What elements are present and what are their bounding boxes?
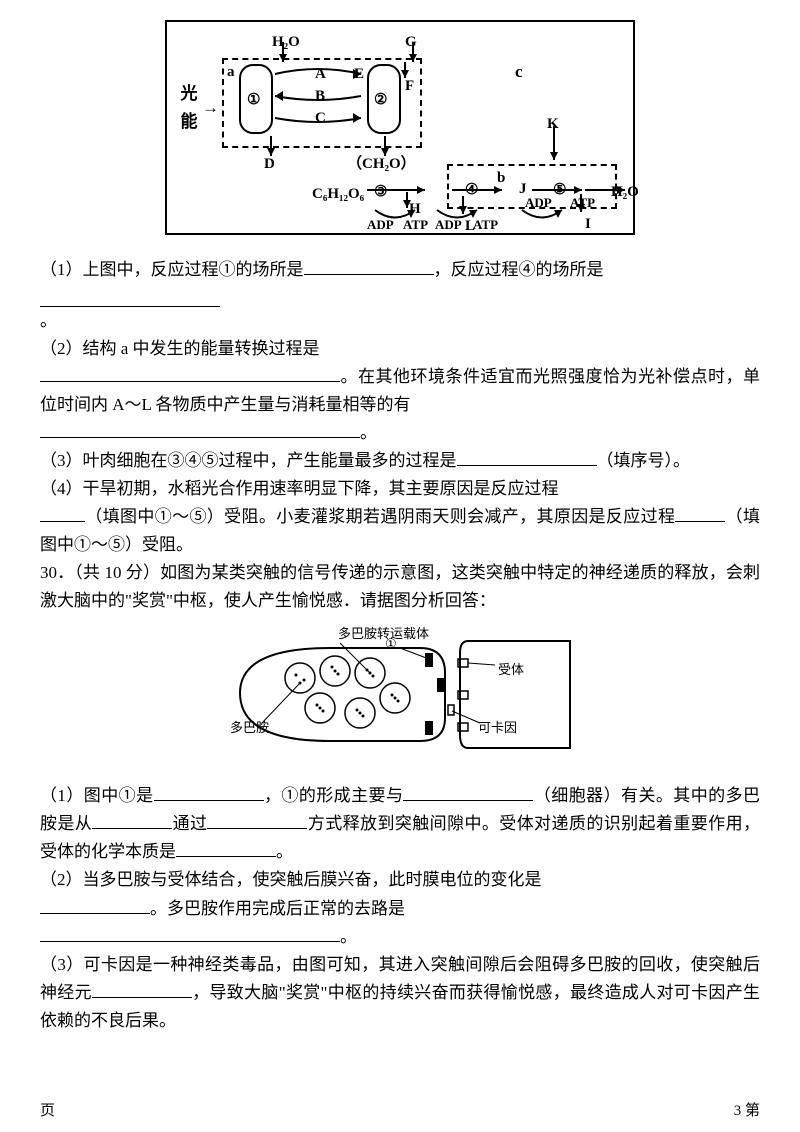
d1-k-arrow bbox=[544, 126, 564, 164]
blank bbox=[675, 503, 725, 522]
q1-3b: （填序号）。 bbox=[597, 451, 691, 470]
blank bbox=[457, 447, 597, 466]
q30-1f: 。 bbox=[276, 842, 293, 861]
q1-1: （1）上图中，反应过程①的场所是 ，反应过程④的场所是 。 bbox=[40, 256, 760, 335]
q30-2a: （2）当多巴胺与受体结合，使突触后膜兴奋，此时膜电位的变化是 bbox=[40, 870, 542, 889]
d1-circ4: ④ bbox=[465, 178, 478, 203]
d1-ch2o: （CH₂O） bbox=[347, 152, 416, 177]
q30-2b: 。多巴胺作用完成后正常的去路是 bbox=[150, 899, 405, 918]
blank bbox=[40, 363, 340, 382]
q1-4a: （4）干旱初期，水稻光合作用速率明显下降，其主要原因是反应过程 bbox=[40, 479, 559, 498]
d1-atp2: ATP bbox=[473, 214, 498, 235]
blank bbox=[40, 923, 340, 942]
q1-3a: （3）叶肉细胞在③④⑤过程中，产生能量最多的过程是 bbox=[40, 451, 457, 470]
blank bbox=[40, 895, 150, 914]
d1-adp3: ADP bbox=[525, 192, 552, 213]
d1-h2o-r: H₂O bbox=[611, 180, 639, 205]
d1-I: I bbox=[585, 212, 591, 237]
q1-2a: （2）结构 a 中发生的能量转换过程是 bbox=[40, 339, 320, 358]
d1-c-label: c bbox=[515, 58, 523, 86]
diagram-2: 多巴胺转运载体 受体 多巴胺 ① 可卡因 bbox=[220, 623, 580, 763]
blank bbox=[403, 783, 533, 802]
q1-1c: 。 bbox=[40, 311, 57, 330]
d2-receptor: 受体 bbox=[498, 659, 524, 680]
blank bbox=[154, 783, 264, 802]
d1-a-label: a bbox=[227, 60, 235, 85]
d2-cocaine: 可卡因 bbox=[478, 717, 517, 738]
q30-1b: ，①的形成主要与 bbox=[264, 786, 404, 805]
blank bbox=[176, 839, 276, 858]
q30-1a: （1）图中①是 bbox=[40, 786, 154, 805]
q30-2c: 。 bbox=[340, 927, 357, 946]
blank bbox=[40, 419, 360, 438]
q30-2: （2）当多巴胺与受体结合，使突触后膜兴奋，此时膜电位的变化是 。多巴胺作用完成后… bbox=[40, 866, 760, 950]
d1-D: D bbox=[264, 152, 275, 177]
d1-circ1: ① bbox=[247, 88, 260, 113]
diagram-1-container: H₂O G a c 光能 → ① A B C ② E F bbox=[40, 20, 760, 244]
d1-c6: C₆H₁₂O₆ bbox=[312, 182, 364, 207]
d1-circ5: ⑤ bbox=[553, 178, 566, 203]
blank bbox=[304, 256, 434, 275]
q1-2: （2）结构 a 中发生的能量转换过程是 。在其他环境条件适宜而光照强度恰为光补偿… bbox=[40, 335, 760, 447]
blank bbox=[40, 503, 85, 522]
q30-3: （3）可卡因是一种神经类毒品，由图可知，其进入突触间隙后会阻碍多巴胺的回收，使突… bbox=[40, 951, 760, 1035]
footer-right: 3 第 bbox=[734, 1099, 760, 1124]
d1-adp1: ADP bbox=[367, 214, 394, 235]
diagram-2-container: 多巴胺转运载体 受体 多巴胺 ① 可卡因 bbox=[40, 623, 760, 772]
q30-1: （1）图中①是，①的形成主要与（细胞器）有关。其中的多巴胺是从通过方式释放到突触… bbox=[40, 782, 760, 866]
d1-atp3: ATP bbox=[570, 192, 595, 213]
d1-adp2: ADP bbox=[435, 214, 462, 235]
q1-2c: 。 bbox=[360, 423, 377, 442]
q1-4: （4）干旱初期，水稻光合作用速率明显下降，其主要原因是反应过程 （填图中①～⑤）… bbox=[40, 475, 760, 559]
d1-light-arrow: → bbox=[202, 94, 219, 122]
d2-circ1: ① bbox=[385, 633, 397, 654]
d2-transporter: 多巴胺转运载体 bbox=[338, 623, 429, 644]
diagram-1: H₂O G a c 光能 → ① A B C ② E F bbox=[165, 20, 635, 235]
page-footer: 页 3 第 bbox=[40, 1099, 760, 1124]
q1-3: （3）叶肉细胞在③④⑤过程中，产生能量最多的过程是 （填序号）。 bbox=[40, 447, 760, 475]
q1-1b: ，反应过程④的场所是 bbox=[434, 260, 604, 279]
footer-left: 页 bbox=[40, 1099, 55, 1124]
q30-intro: 30．（共 10 分）如图为某类突触的信号传递的示意图，这类突触中特定的神经递质… bbox=[40, 559, 760, 615]
d2-dopamine: 多巴胺 bbox=[230, 717, 269, 738]
blank bbox=[92, 979, 192, 998]
d1-atp1: ATP bbox=[403, 214, 428, 235]
blank bbox=[40, 288, 220, 307]
blank bbox=[207, 811, 307, 830]
d1-light: 光能 bbox=[179, 80, 199, 136]
q30-1d: 通过 bbox=[172, 814, 207, 833]
blank bbox=[92, 811, 172, 830]
d1-vert-arrows bbox=[265, 34, 425, 164]
q1-4b: （填图中①～⑤）受阻。小麦灌浆期若遇阴雨天则会减产，其原因是反应过程 bbox=[85, 507, 675, 526]
q1-1a: （1）上图中，反应过程①的场所是 bbox=[40, 260, 304, 279]
